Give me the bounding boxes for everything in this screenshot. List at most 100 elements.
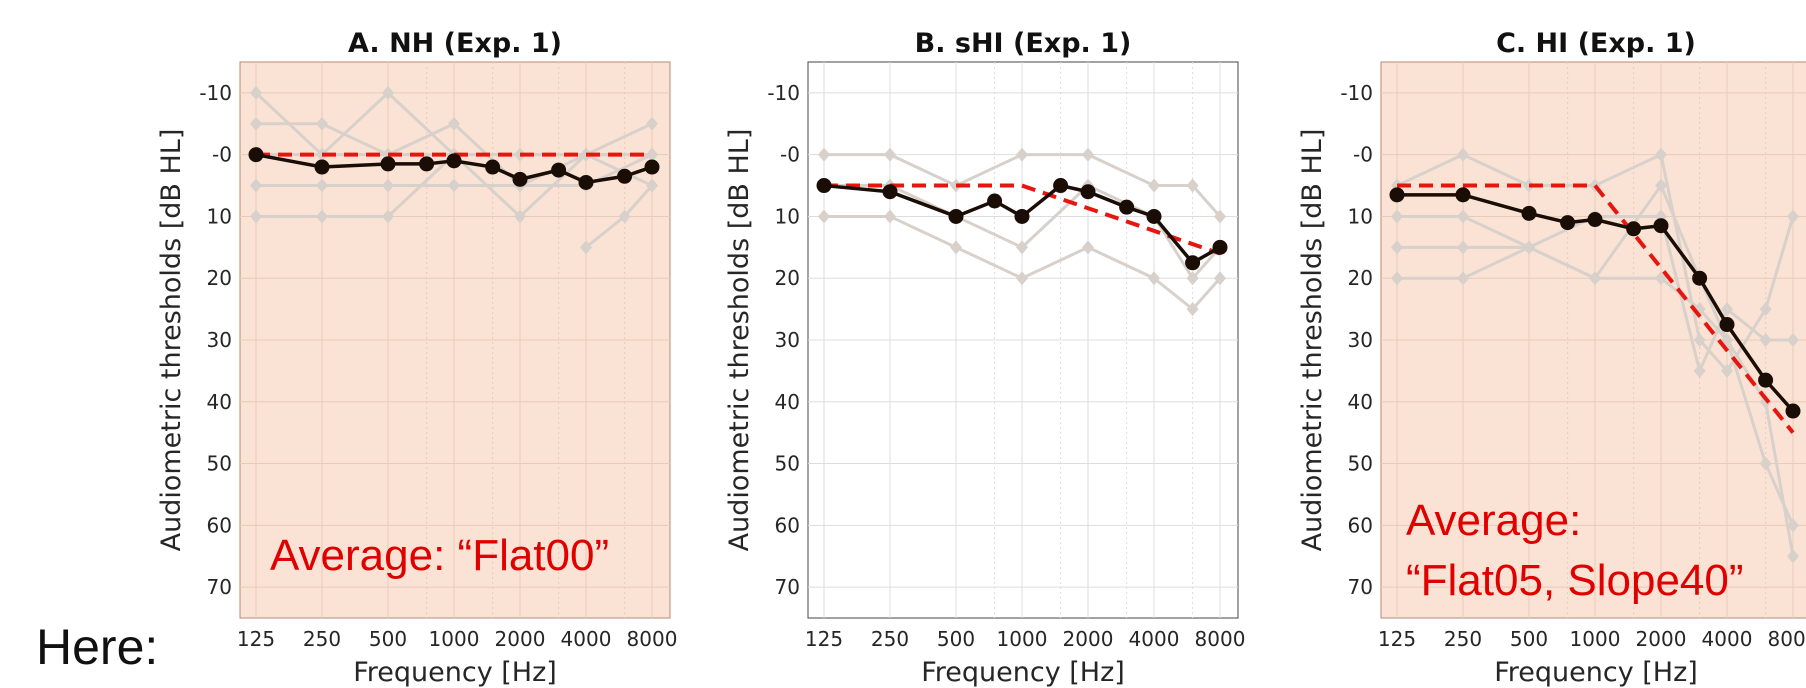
individual-point [316,178,328,193]
here-label: Here: [36,619,159,675]
individual-point [884,147,896,162]
individual-point [1391,240,1403,255]
y-tick-label: 40 [207,390,232,414]
average-point [1389,187,1405,203]
y-tick-label: 60 [775,513,800,537]
chart-panel-2: -10 -0 10 20 30 40 50 60 70 125 250 500 1000 2000 4000… [724,28,1245,688]
x-tick-label: 500 [1510,627,1548,651]
y-tick-label: 70 [775,575,800,599]
average-annotation: Average: “Flat00” [270,531,609,580]
individual-point [646,116,658,131]
x-tick-label: 4000 [561,627,612,651]
individual-point [1016,147,1028,162]
individual-point [1787,333,1799,347]
y-tick-label: 20 [207,266,232,290]
individual-point [1787,549,1799,564]
individual-point [1082,147,1094,162]
chart-title: C. HI (Exp. 1) [1496,28,1696,59]
individual-series-line [824,153,1222,218]
average-point [1587,212,1603,228]
y-tick-label: 20 [775,266,800,290]
y-tick-label: 30 [775,328,800,352]
individual-point [382,85,394,100]
individual-point [580,240,592,255]
average-point [1014,208,1030,224]
y-tick-label: -10 [1340,81,1373,105]
individual-point [1186,271,1199,286]
y-tick-label: -0 [780,143,800,167]
y-tick-label: 50 [775,452,800,476]
x-tick-label: 8000 [1768,627,1806,651]
x-tick-label: 4000 [1702,627,1753,651]
average-point [644,159,660,175]
y-tick-label: 70 [207,575,232,599]
average-point [882,184,898,200]
chart-panel-3: -10 -0 10 20 30 40 50 60 70 125 250 500 1000 2000 4000… [1297,28,1806,688]
x-tick-label: 4000 [1129,627,1180,651]
individual-point [382,209,394,224]
individual-point [448,116,460,131]
x-tick-label: 8000 [1195,627,1246,651]
x-tick-label: 2000 [495,627,546,651]
average-point [380,156,396,172]
y-tick-label: 20 [1348,266,1373,290]
x-tick-label: 500 [369,627,407,651]
average-point [314,159,330,175]
average-point [617,168,633,184]
x-tick-label: 250 [871,627,909,651]
x-axis-label: Frequency [Hz] [1494,657,1698,688]
individual-point [1391,209,1403,224]
y-tick-label: 40 [1348,390,1373,414]
individual-point [1787,209,1799,224]
chart-title: A. NH (Exp. 1) [348,28,562,59]
y-tick-label: -10 [767,81,800,105]
individual-point [1759,302,1772,317]
average-point [1053,178,1069,194]
x-tick-label: 1000 [429,627,480,651]
individual-point [646,178,658,193]
individual-series-line [824,183,1222,281]
y-axis-label: Audiometric thresholds [dB HL] [156,129,187,552]
average-point [1758,372,1774,388]
individual-point [316,209,328,224]
average-point [419,156,435,172]
y-tick-label: 40 [775,390,800,414]
y-tick-label: 30 [207,328,232,352]
x-tick-label: 125 [237,627,275,651]
individual-point [1082,240,1094,255]
y-axis-label: Audiometric thresholds [dB HL] [724,129,755,552]
x-tick-label: 125 [805,627,843,651]
individual-point [1759,333,1772,347]
chart-title: B. sHI (Exp. 1) [915,28,1132,59]
individual-point [1186,178,1199,193]
individual-point [1016,271,1028,286]
individual-point [1693,363,1706,378]
y-tick-label: 30 [1348,328,1373,352]
average-point [987,193,1003,209]
average-point [1785,403,1801,419]
reference-line [1397,183,1795,434]
individual-point [646,147,658,162]
individual-point [1214,209,1226,224]
individual-series-line [824,214,1222,312]
x-tick-label: 1000 [997,627,1048,651]
x-tick-label: 500 [937,627,975,651]
average-point [1692,270,1708,286]
average-point [1653,218,1669,234]
average-point [551,162,567,178]
average-point [248,147,264,163]
average-point [1560,215,1576,231]
individual-point [250,85,262,100]
individual-point [1016,240,1028,255]
individual-point [1457,209,1469,224]
individual-point [1214,271,1226,286]
x-tick-label: 2000 [1063,627,1114,651]
x-axis-label: Frequency [Hz] [353,657,557,688]
average-point [1212,239,1228,255]
average-annotation-line: Average: [1406,496,1581,545]
y-tick-label: 70 [1348,575,1373,599]
individual-point [618,209,631,224]
individual-point [1721,363,1733,378]
average-point [1080,184,1096,200]
y-axis-label: Audiometric thresholds [dB HL] [1297,129,1328,552]
